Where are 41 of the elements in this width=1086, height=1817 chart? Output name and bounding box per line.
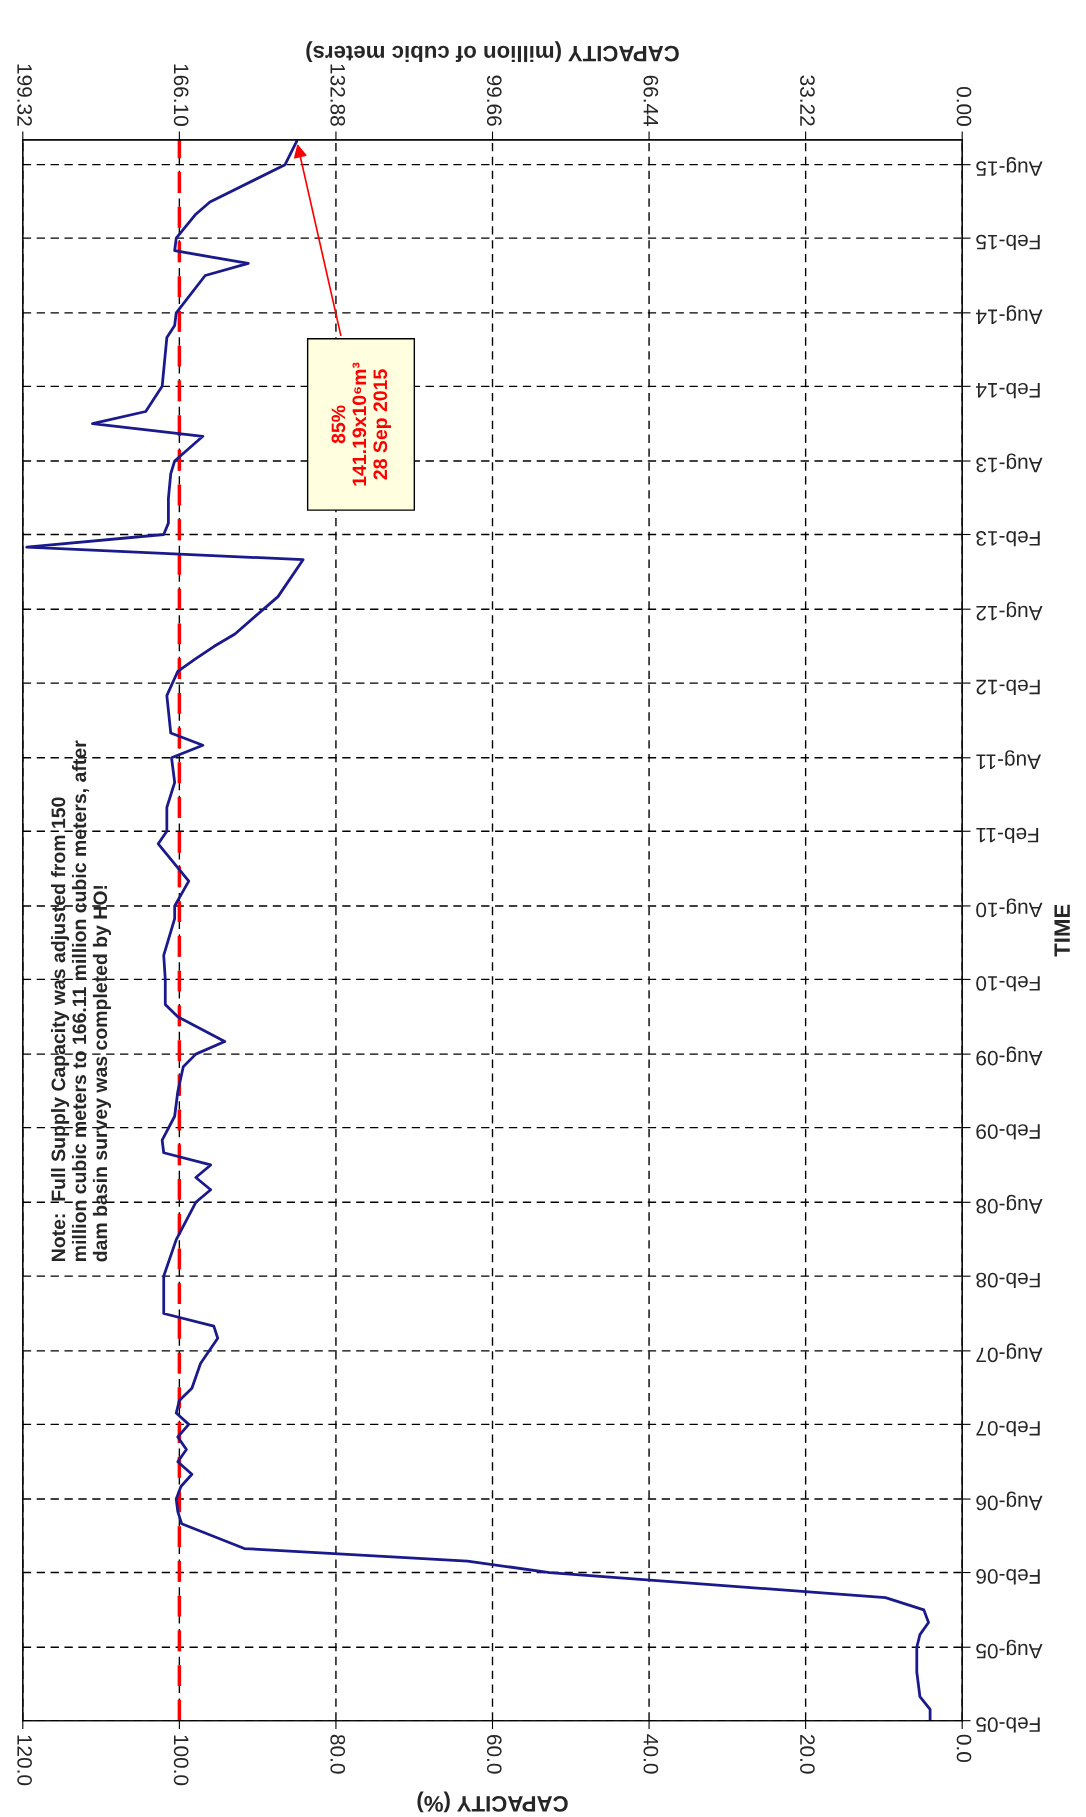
- y-tick-label: Feb-09: [976, 1124, 1040, 1140]
- x-tick-label: 120.0: [17, 1735, 32, 1786]
- x-tick-label: 100.0: [173, 1735, 189, 1786]
- y-tick-label: Feb-06: [976, 1569, 1040, 1585]
- y-tick-label: Aug-13: [976, 453, 1043, 473]
- y-tick-label: Feb-15: [976, 234, 1040, 251]
- y-tick-label: Aug-05: [976, 1639, 1043, 1659]
- x2-tick-label: 0.00: [956, 86, 972, 126]
- y-tick-label: Feb-14: [975, 382, 1040, 399]
- x-tick-label: 80.0: [330, 1734, 346, 1774]
- x-tick-label: 20.0: [800, 1734, 815, 1774]
- y-tick-label: Aug-11: [976, 750, 1041, 769]
- x2-tick-label: 199.32: [17, 64, 32, 126]
- annotation: Note: Full Supply Capacity was adjusted from 150 million cubic meters to 166.11 million cubic meters, after dam basin survey was completed by HO!: [50, 740, 111, 1262]
- y-tick-label: Feb-05: [976, 1717, 1040, 1733]
- x2-axis-title: CAPACITY (million of cubic meters): [306, 41, 679, 63]
- x-tick-label: 60.0: [486, 1734, 502, 1774]
- x2-tick-label: 66.44: [643, 75, 659, 127]
- y-tick-label: Feb-08: [976, 1272, 1040, 1289]
- y-tick-label: Feb-13: [976, 531, 1040, 547]
- y-tick-label: Aug-09: [976, 1046, 1043, 1066]
- y-tick-label: Aug-15: [976, 157, 1043, 176]
- y-tick-label: Feb-10: [976, 975, 1040, 992]
- x-axis-title: CAPACITY (%): [417, 1791, 568, 1813]
- y-tick-label: Aug-06: [976, 1491, 1043, 1511]
- x-tick-label: 0.0: [956, 1734, 972, 1763]
- x2-tick-label: 166.10: [173, 64, 189, 126]
- x2-tick-label: 99.66: [486, 75, 502, 126]
- y-tick-label: Aug-14: [976, 305, 1043, 324]
- y-tick-label: Feb-12: [976, 679, 1040, 695]
- y-tick-label: Feb-11: [976, 827, 1039, 844]
- y-tick-label: Feb-07: [976, 1420, 1040, 1437]
- x2-tick-label: 33.22: [800, 75, 815, 126]
- x2-tick-label: 132.88: [330, 64, 346, 126]
- y-tick-label: Aug-12: [976, 601, 1043, 621]
- x-tick-label: 40.0: [643, 1734, 659, 1774]
- y-tick-label: Aug-07: [976, 1343, 1043, 1363]
- y-axis-title: TIME: [1054, 904, 1070, 957]
- annotation: 85% 141.19x10⁶m³ 28 Sep 2015: [331, 362, 391, 486]
- y-tick-label: Aug-08: [976, 1194, 1043, 1214]
- y-tick-label: Aug-10: [976, 898, 1043, 918]
